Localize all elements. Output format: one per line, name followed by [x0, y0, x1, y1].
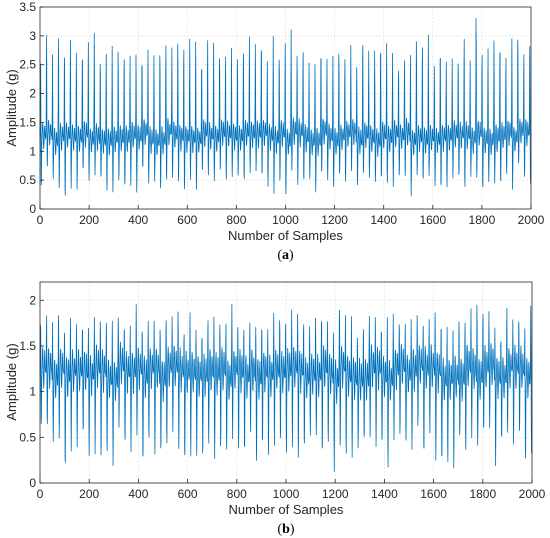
chart-b-xtick-label-1: 200 [79, 487, 99, 501]
chart-a-xtick-label-10: 2000 [518, 213, 545, 227]
chart-a-xtick-label-5: 1000 [272, 213, 299, 227]
chart-b-xtick-label-6: 1200 [322, 487, 349, 501]
chart-a-xtick-label-9: 1800 [469, 213, 496, 227]
chart-a-ytick-label-0: 0 [29, 202, 36, 216]
chart-a-ylabel: Amplitude (g) [4, 69, 19, 146]
chart-a-ytick-label-1: 0.5 [19, 173, 36, 187]
chart-a-xtick-label-0: 0 [37, 213, 44, 227]
chart-b-ytick-label-1: 0.5 [19, 430, 36, 444]
chart-b-caption: (b) [277, 522, 294, 537]
chart-b-xtick-label-10: 2000 [519, 487, 546, 501]
chart-b-xtick-label-4: 800 [227, 487, 247, 501]
chart-b-xtick-label-8: 1600 [420, 487, 447, 501]
chart-a-xtick-label-6: 1200 [321, 213, 348, 227]
chart-b-xtick-label-3: 600 [178, 487, 198, 501]
chart-a-ytick-label-5: 2.5 [19, 58, 36, 72]
chart-b-xtick-label-0: 0 [37, 487, 44, 501]
chart-b: 0 200 400 600 800 1000 1200 1400 1600 1800 2000 0 0… [4, 281, 546, 537]
chart-a-ytick-label-6: 3 [29, 29, 36, 43]
chart-a-xtick-label-3: 600 [177, 213, 197, 227]
chart-b-series-line [39, 303, 533, 472]
chart-a: 0 200 400 600 800 1000 1200 1400 1600 1800 2000 0 0… [4, 0, 545, 263]
chart-b-ytick-label-0: 0 [29, 476, 36, 490]
chart-b-xtick-label-2: 400 [128, 487, 148, 501]
chart-b-xtick-label-5: 1000 [273, 487, 300, 501]
chart-a-caption: (a) [277, 248, 294, 263]
chart-a-ytick-label-3: 1.5 [19, 115, 36, 129]
chart-a-ytick-label-2: 1 [29, 144, 36, 158]
chart-b-xtick-label-9: 1800 [469, 487, 496, 501]
chart-b-xlabel: Number of Samples [229, 502, 344, 517]
chart-b-xtick-label-7: 1400 [371, 487, 398, 501]
chart-a-xtick-label-7: 1400 [370, 213, 397, 227]
chart-a-xtick-label-4: 800 [226, 213, 246, 227]
chart-a-xlabel: Number of Samples [228, 228, 343, 243]
chart-a-ytick-label-4: 2 [29, 87, 36, 101]
chart-a-series-line [39, 18, 532, 197]
chart-b-ylabel: Amplitude (g) [4, 343, 19, 420]
chart-b-ytick-label-3: 1.5 [19, 339, 36, 353]
chart-a-xtick-label-8: 1600 [419, 213, 446, 227]
chart-b-ytick-label-2: 1 [29, 385, 36, 399]
chart-a-ytick-label-7: 3.5 [19, 0, 36, 14]
chart-a-xtick-label-2: 400 [128, 213, 148, 227]
chart-b-ytick-label-4: 2 [29, 293, 36, 307]
chart-a-xtick-label-1: 200 [79, 213, 99, 227]
